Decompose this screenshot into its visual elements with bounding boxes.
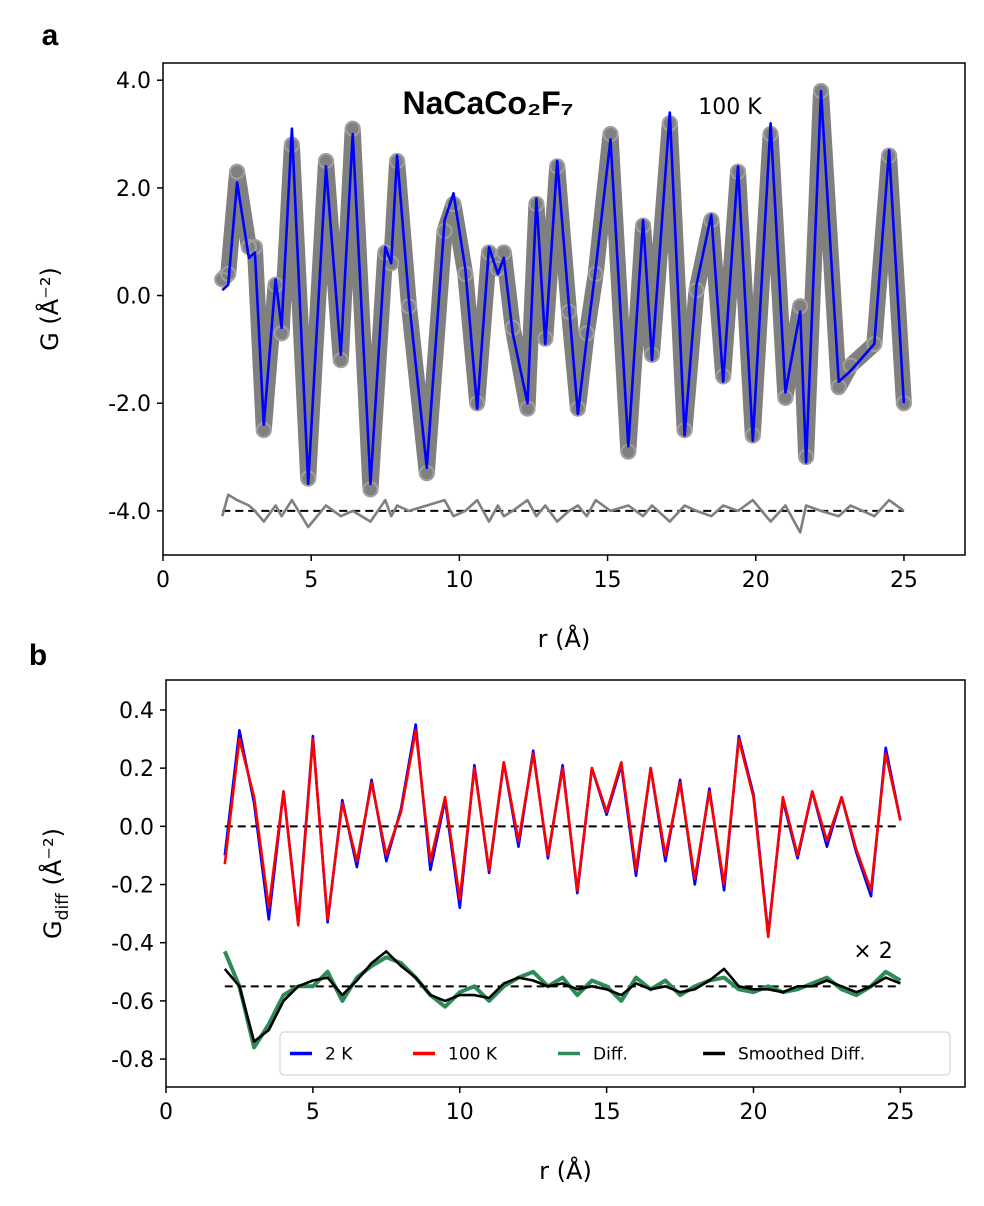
- y-label-sub: diff: [53, 892, 73, 921]
- x-tick-label: 20: [740, 1100, 768, 1125]
- x-axis-label: r (Å): [538, 624, 591, 653]
- legend-box: [279, 1031, 951, 1076]
- chart-title: NaCaCo₂F₇: [402, 85, 573, 121]
- y-label-unit: (Å⁻²): [38, 828, 67, 893]
- y-tick-label: -4.0: [108, 500, 151, 525]
- y-axis-label: G (Å⁻²): [35, 267, 64, 351]
- legend-label: 2 K: [325, 1045, 353, 1065]
- data-point: [229, 163, 246, 180]
- x-tick-label: 15: [593, 1100, 621, 1125]
- y-tick-label: 0.4: [119, 699, 154, 724]
- x-tick-label: 0: [159, 1100, 173, 1125]
- y-tick-label: -0.6: [111, 990, 154, 1015]
- y-tick-label: 0.0: [119, 815, 154, 840]
- y-axis-label: Gdiff (Å⁻²): [38, 828, 73, 939]
- x-tick-label: 5: [304, 568, 318, 593]
- y-tick-label: 0.0: [116, 285, 151, 310]
- plot-frame: [162, 62, 966, 556]
- y-tick-label: -2.0: [108, 392, 151, 417]
- plot-frame: [165, 679, 966, 1088]
- series-line: [221, 493, 905, 534]
- y-label-main: G: [39, 920, 67, 939]
- y-tick-label: -0.4: [111, 932, 154, 957]
- series-line: [221, 89, 906, 486]
- y-tick-label: 2.0: [116, 177, 151, 202]
- panel-label: a: [42, 19, 59, 52]
- x-tick-label: 20: [742, 568, 770, 593]
- y-tick-label: -0.8: [111, 1048, 154, 1073]
- series-line: [223, 729, 902, 939]
- annotation: 100 K: [698, 95, 762, 120]
- annotation: × 2: [853, 939, 892, 964]
- y-tick-label: -0.2: [111, 874, 154, 899]
- x-tick-label: 15: [594, 568, 622, 593]
- x-axis-label: r (Å): [539, 1156, 592, 1185]
- x-tick-label: 0: [156, 568, 170, 593]
- x-tick-label: 25: [890, 568, 918, 593]
- x-tick-label: 5: [306, 1100, 320, 1125]
- series-line: [223, 950, 901, 1043]
- x-tick-label: 10: [445, 568, 473, 593]
- legend-label: Smoothed Diff.: [738, 1045, 865, 1065]
- legend-label: Diff.: [593, 1045, 628, 1065]
- y-tick-label: 0.2: [119, 757, 154, 782]
- x-tick-label: 10: [446, 1100, 474, 1125]
- data-band: [214, 83, 912, 498]
- legend-label: 100 K: [448, 1045, 498, 1065]
- panel-label: b: [29, 639, 47, 672]
- y-tick-label: 4.0: [116, 69, 151, 94]
- x-tick-label: 25: [886, 1100, 914, 1125]
